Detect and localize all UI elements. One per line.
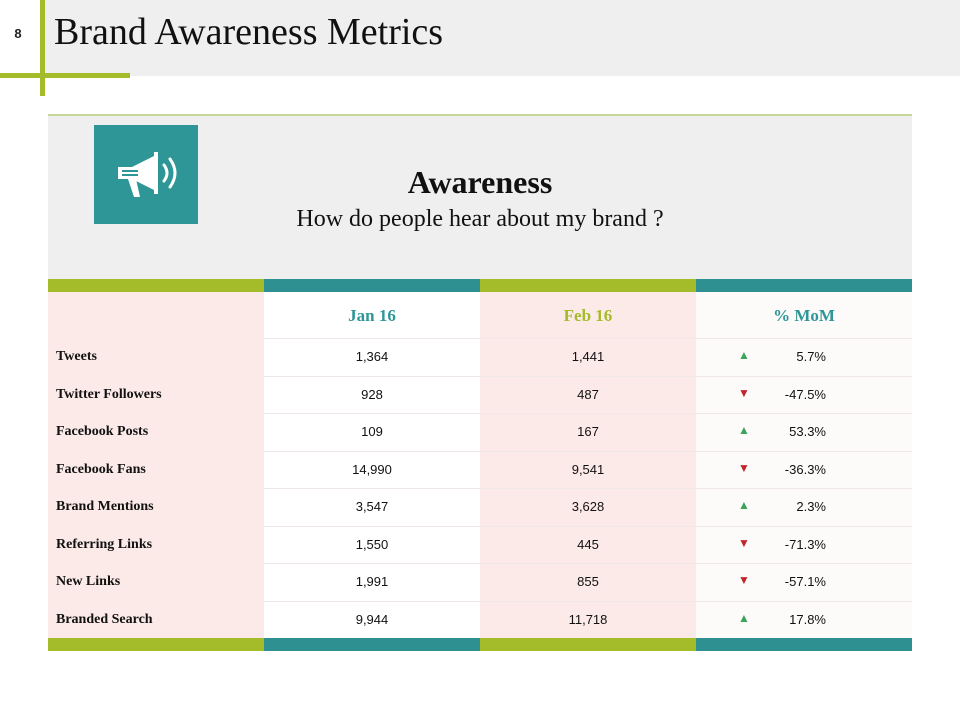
bottom-bar-green <box>480 638 696 651</box>
page-number: 8 <box>14 26 22 41</box>
title-bar <box>0 0 960 76</box>
jan-value: 9,944 <box>355 612 389 627</box>
jan-column-bg <box>264 292 480 638</box>
megaphone-icon <box>94 125 198 224</box>
row-label: Twitter Followers <box>56 387 162 402</box>
row-label: Branded Search <box>56 612 153 627</box>
trend-down-icon: ▼ <box>738 461 750 475</box>
row-label: Facebook Posts <box>56 424 149 439</box>
trend-down-icon: ▼ <box>738 536 750 550</box>
feb-value: 487 <box>577 387 599 402</box>
bottom-bar-teal <box>696 638 912 651</box>
feb-value: 9,541 <box>571 462 605 477</box>
bottom-bar-teal <box>264 638 480 651</box>
jan-value: 3,547 <box>355 499 389 514</box>
row-label: Facebook Fans <box>56 462 146 477</box>
row-divider <box>264 338 912 339</box>
top-bar-green <box>48 279 264 292</box>
mom-value: -36.3% <box>784 462 826 477</box>
feb-value: 855 <box>577 574 599 589</box>
row-divider <box>264 488 912 489</box>
page-number-box <box>0 0 41 76</box>
column-header-mom: % MoM <box>773 306 835 325</box>
jan-value: 14,990 <box>352 462 392 477</box>
jan-value: 928 <box>361 387 383 402</box>
column-header-feb: Feb 16 <box>563 306 613 325</box>
mom-value: -47.5% <box>784 387 826 402</box>
column-header-jan: Jan 16 <box>348 306 396 325</box>
mom-value: 5.7% <box>796 349 826 364</box>
feb-value: 11,718 <box>568 612 608 627</box>
jan-value: 1,364 <box>355 349 389 364</box>
row-divider <box>264 451 912 452</box>
section-title: Awareness <box>407 164 553 200</box>
trend-down-icon: ▼ <box>738 573 750 587</box>
section-subtitle: How do people hear about my brand ? <box>296 206 664 232</box>
awareness-header: Awareness How do people hear about my br… <box>48 114 912 279</box>
trend-up-icon: ▲ <box>738 498 750 512</box>
row-label: New Links <box>56 574 121 589</box>
mom-value: 53.3% <box>789 424 826 439</box>
page-title: Brand Awareness Metrics <box>54 11 444 53</box>
jan-value: 1,550 <box>355 537 389 552</box>
row-divider <box>264 376 912 377</box>
feb-column-bg <box>480 292 696 638</box>
feb-value: 3,628 <box>571 499 605 514</box>
jan-value: 109 <box>361 424 383 439</box>
mom-value: 2.3% <box>796 499 826 514</box>
row-label: Tweets <box>56 349 97 364</box>
trend-up-icon: ▲ <box>738 611 750 625</box>
bottom-bar-green <box>48 638 264 651</box>
trend-down-icon: ▼ <box>738 386 750 400</box>
mom-value: 17.8% <box>789 612 826 627</box>
label-column-bg <box>48 292 264 638</box>
feb-value: 167 <box>577 424 599 439</box>
mom-value: -57.1% <box>784 574 826 589</box>
row-label: Referring Links <box>56 537 153 552</box>
row-divider <box>264 413 912 414</box>
top-bar-teal <box>264 279 480 292</box>
top-bar-green <box>480 279 696 292</box>
jan-value: 1,991 <box>355 574 389 589</box>
mom-value: -71.3% <box>784 537 826 552</box>
mom-column-bg <box>696 292 912 638</box>
accent-line-vertical <box>40 0 45 96</box>
trend-up-icon: ▲ <box>738 348 750 362</box>
row-label: Brand Mentions <box>56 499 154 514</box>
top-bar-teal <box>696 279 912 292</box>
row-divider <box>264 601 912 602</box>
feb-value: 1,441 <box>571 349 605 364</box>
accent-line-horizontal <box>0 73 130 78</box>
trend-up-icon: ▲ <box>738 423 750 437</box>
feb-value: 445 <box>577 537 599 552</box>
row-divider <box>264 563 912 564</box>
row-divider <box>264 526 912 527</box>
